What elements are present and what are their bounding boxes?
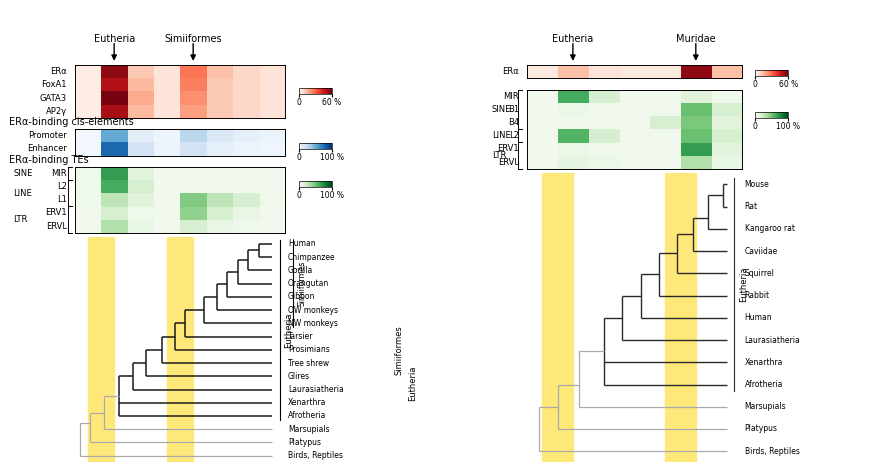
- Text: Tarsier: Tarsier: [288, 332, 313, 341]
- Text: Laurasiatheria: Laurasiatheria: [744, 335, 799, 345]
- Text: Xenarthra: Xenarthra: [744, 358, 782, 367]
- Text: Rat: Rat: [744, 202, 757, 211]
- Text: Glires: Glires: [288, 372, 310, 381]
- Text: Gibbon: Gibbon: [288, 292, 315, 301]
- Bar: [101, 65, 127, 118]
- Text: LTR: LTR: [491, 151, 505, 160]
- Text: Marsupials: Marsupials: [744, 402, 785, 411]
- Bar: [557, 65, 588, 78]
- Text: Orangutan: Orangutan: [288, 279, 329, 288]
- Text: Eutheria: Eutheria: [552, 35, 593, 44]
- Text: Muridae: Muridae: [675, 35, 715, 44]
- Text: Simiiformes: Simiiformes: [296, 261, 306, 306]
- Text: Tree shrew: Tree shrew: [288, 359, 329, 368]
- Bar: [180, 167, 206, 233]
- Text: Rabbit: Rabbit: [744, 291, 769, 300]
- Bar: [180, 129, 206, 156]
- Bar: [101, 167, 127, 233]
- Bar: [664, 173, 695, 462]
- Bar: [101, 129, 127, 156]
- Text: ERα-binding TEs: ERα-binding TEs: [9, 155, 89, 165]
- Text: LTR: LTR: [13, 215, 27, 224]
- Text: SINE: SINE: [13, 169, 32, 178]
- Text: Marsupials: Marsupials: [288, 425, 329, 434]
- Bar: [167, 237, 193, 462]
- Text: Simiiformes: Simiiformes: [164, 35, 222, 44]
- Text: Simiiformes: Simiiformes: [395, 325, 403, 375]
- Text: Gorilla: Gorilla: [288, 266, 313, 275]
- Text: Laurasiatheria: Laurasiatheria: [288, 385, 343, 394]
- Text: Birds, Reptiles: Birds, Reptiles: [288, 451, 342, 460]
- Text: Platypus: Platypus: [744, 425, 777, 433]
- Text: Eutheria: Eutheria: [94, 35, 134, 44]
- Text: LINE: LINE: [13, 189, 32, 198]
- Text: Afrotheria: Afrotheria: [288, 411, 326, 420]
- Text: Caviidae: Caviidae: [744, 247, 777, 255]
- Text: Mouse: Mouse: [744, 180, 768, 189]
- Text: ERα-binding cis-elements: ERα-binding cis-elements: [9, 117, 133, 127]
- Text: Xenarthra: Xenarthra: [288, 398, 326, 407]
- Bar: [88, 237, 114, 462]
- Bar: [680, 65, 710, 78]
- Text: Afrotheria: Afrotheria: [744, 380, 782, 389]
- Bar: [557, 90, 588, 169]
- Bar: [680, 90, 710, 169]
- Bar: [180, 65, 206, 118]
- Text: Eutheria: Eutheria: [284, 312, 293, 347]
- Text: LINE: LINE: [491, 131, 510, 141]
- Text: OW monkeys: OW monkeys: [288, 305, 338, 315]
- Text: Birds, Reptiles: Birds, Reptiles: [744, 447, 798, 456]
- Text: Chimpanzee: Chimpanzee: [288, 253, 335, 262]
- Text: Eutheria: Eutheria: [738, 267, 747, 302]
- Text: Human: Human: [744, 313, 771, 322]
- Text: Platypus: Platypus: [288, 438, 321, 447]
- Text: NW monkeys: NW monkeys: [288, 319, 338, 328]
- Text: Human: Human: [288, 240, 315, 248]
- Bar: [542, 173, 573, 462]
- Text: Prosimians: Prosimians: [288, 345, 330, 354]
- Text: Kangaroo rat: Kangaroo rat: [744, 224, 794, 234]
- Text: SINE: SINE: [491, 105, 510, 114]
- Text: Squirrel: Squirrel: [744, 269, 774, 278]
- Text: Eutheria: Eutheria: [408, 365, 417, 401]
